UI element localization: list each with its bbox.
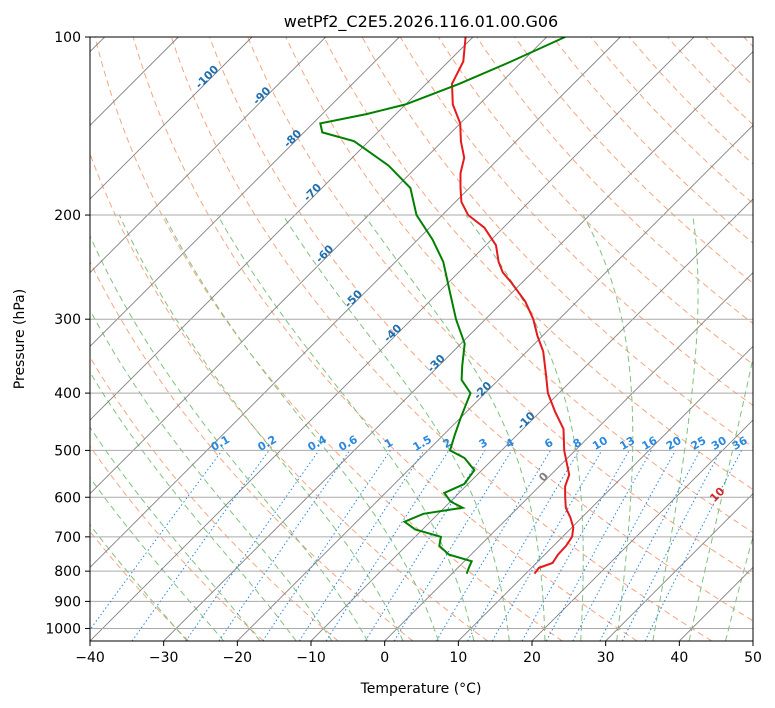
isotherm xyxy=(531,419,753,641)
isotherm xyxy=(90,37,400,347)
mixing-ratio-line xyxy=(644,450,742,641)
mixing-ratio-line xyxy=(185,450,320,641)
y-tick-label: 500 xyxy=(54,443,81,459)
mixing-ratio-line xyxy=(298,450,425,641)
isotherm xyxy=(605,493,753,641)
isotherm xyxy=(310,198,753,641)
mixing-ratio-line xyxy=(131,450,270,641)
dry-adiabat xyxy=(323,37,753,491)
chart-title: wetPf2_C2E5.2026.116.01.00.G06 xyxy=(284,12,558,32)
y-tick-label: 100 xyxy=(54,30,81,46)
isotherm xyxy=(163,51,753,641)
isotherm xyxy=(90,37,474,421)
moist-adiabat xyxy=(90,476,225,641)
mixing-ratio-line xyxy=(90,450,223,631)
moist-adiabat xyxy=(90,234,369,641)
y-tick-label: 1000 xyxy=(45,621,81,637)
x-tick-label: −20 xyxy=(223,650,253,666)
y-axis: 100 200 300 400 500 600 700 800 900 1000 xyxy=(45,30,90,637)
moist-adiabat xyxy=(90,371,297,641)
x-tick-label: 30 xyxy=(597,650,615,666)
dry-adiabat xyxy=(90,260,414,641)
mixing-ratio-line xyxy=(621,450,722,641)
moist-adiabat xyxy=(90,309,333,641)
dry-adiabat xyxy=(170,37,712,641)
dry-adiabat xyxy=(285,37,753,534)
dry-adiabat xyxy=(247,37,753,577)
moist-adiabat xyxy=(118,214,404,641)
dry-adiabat xyxy=(209,37,753,622)
mixing-ratio-line xyxy=(218,450,351,641)
moist-adiabat xyxy=(163,214,439,641)
mixing-ratio-line xyxy=(262,450,391,641)
moist-adiabat xyxy=(217,214,475,641)
series-layer xyxy=(319,37,575,575)
mixing-ratio-line xyxy=(325,450,450,641)
moist-adiabat xyxy=(90,426,261,641)
x-tick-label: 20 xyxy=(523,650,541,666)
x-axis: −40 −30 −20 −10 0 10 20 30 40 50 xyxy=(75,641,762,666)
y-tick-label: 600 xyxy=(54,490,81,506)
mixing-ratio-line xyxy=(393,450,513,641)
isotherm xyxy=(90,37,621,568)
isotherm xyxy=(90,37,547,495)
x-tick-label: 40 xyxy=(670,650,688,666)
moist-adiabat xyxy=(282,214,510,641)
y-tick-label: 700 xyxy=(54,530,81,546)
moist-adiabat xyxy=(652,214,699,641)
dry-adiabat xyxy=(94,37,563,641)
isotherm xyxy=(458,345,753,641)
isotherm xyxy=(90,37,695,641)
x-tick-label: −10 xyxy=(296,650,326,666)
dry-adiabat xyxy=(476,37,753,325)
y-tick-label: 300 xyxy=(54,312,81,328)
x-tick-label: −40 xyxy=(75,650,105,666)
isotherm xyxy=(90,37,326,274)
y-tick-label: 900 xyxy=(54,594,81,610)
dry-adiabat xyxy=(514,37,753,284)
mixing-ratio-line xyxy=(572,450,676,641)
dry-adiabat xyxy=(90,445,264,641)
x-tick-label: −30 xyxy=(149,650,179,666)
mixing-ratio-line xyxy=(545,450,652,641)
isotherm xyxy=(90,37,253,200)
x-tick-label: 0 xyxy=(380,650,389,666)
y-tick-label: 800 xyxy=(54,564,81,580)
temperature-profile xyxy=(450,37,575,575)
dry-adiabat xyxy=(90,356,339,641)
moist-adiabat xyxy=(465,214,584,641)
dry-adiabat xyxy=(132,37,638,641)
moist-adiabat xyxy=(582,214,634,641)
plot-frame xyxy=(89,36,754,642)
x-axis-label: Temperature (°C) xyxy=(360,681,482,697)
x-tick-label: 10 xyxy=(449,650,467,666)
y-tick-label: 200 xyxy=(54,208,81,224)
dewpoint-profile xyxy=(319,37,566,575)
y-axis-label: Pressure (hPa) xyxy=(12,289,28,389)
y-tick-label: 400 xyxy=(54,386,81,402)
isotherm xyxy=(384,272,753,641)
mixing-ratio-line xyxy=(521,450,630,641)
x-tick-label: 50 xyxy=(744,650,762,666)
